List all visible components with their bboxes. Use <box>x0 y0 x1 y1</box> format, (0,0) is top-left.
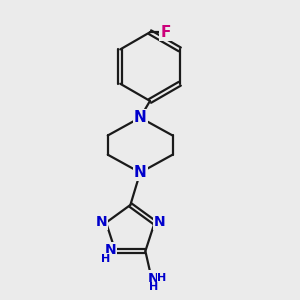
Text: H: H <box>158 273 167 283</box>
Text: N: N <box>105 243 116 257</box>
Text: N: N <box>95 214 107 229</box>
Text: N: N <box>147 272 159 286</box>
Text: H: H <box>101 254 110 264</box>
Text: N: N <box>154 214 165 229</box>
Text: H: H <box>148 282 158 292</box>
Text: N: N <box>134 110 147 125</box>
Text: N: N <box>134 165 147 180</box>
Text: F: F <box>160 25 171 40</box>
